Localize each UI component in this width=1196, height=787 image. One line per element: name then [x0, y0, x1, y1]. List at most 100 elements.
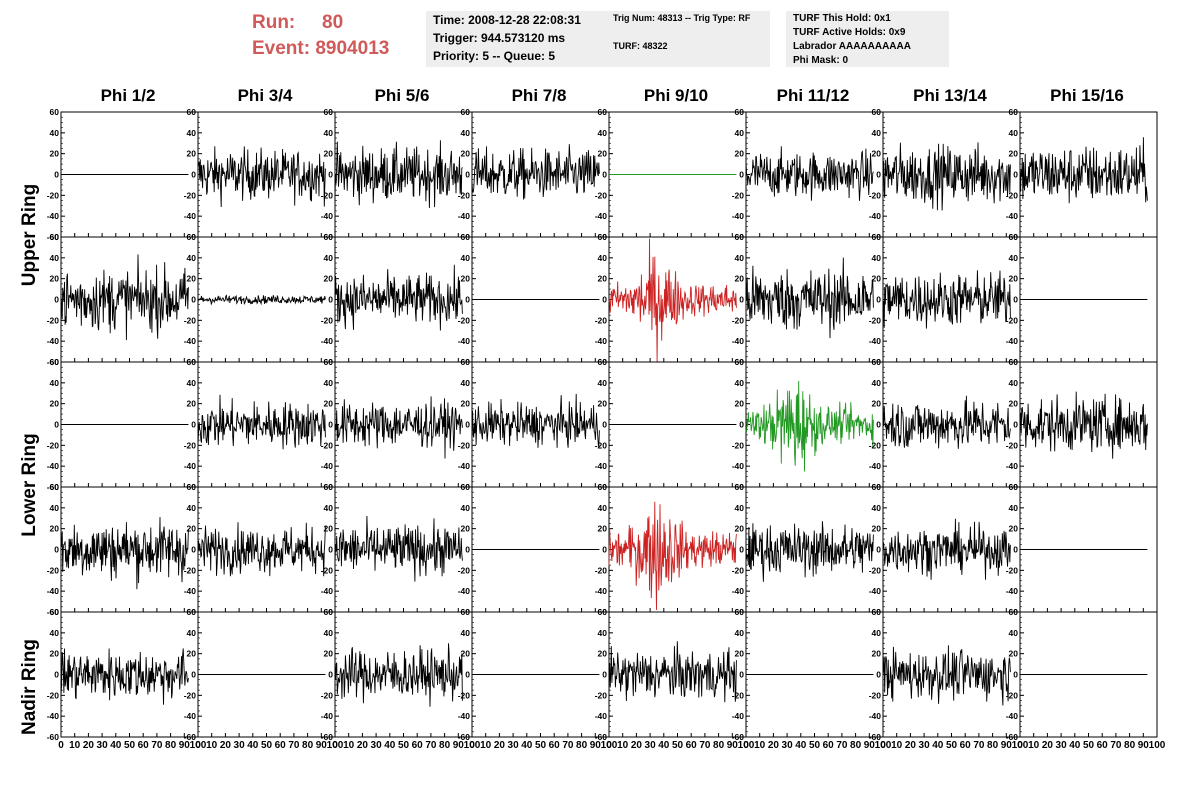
y-tick-label: -40 [732, 711, 745, 721]
x-tick-label: 40 [110, 740, 122, 751]
y-tick-label: 0 [328, 545, 333, 555]
y-tick-label: 20 [735, 274, 745, 284]
x-tick-label: 80 [302, 740, 314, 751]
y-tick-label: 40 [50, 378, 60, 388]
y-tick-label: 40 [324, 128, 334, 138]
y-tick-label: -40 [1006, 336, 1019, 346]
y-tick-label: 60 [187, 107, 197, 117]
event-label: Event: [252, 38, 311, 59]
column-header: Phi 15/16 [1050, 86, 1124, 105]
y-tick-label: -40 [869, 211, 882, 221]
y-tick-label: -20 [869, 315, 882, 325]
y-tick-label: -40 [869, 711, 882, 721]
y-tick-label: 20 [872, 149, 882, 159]
y-tick-label: 40 [735, 253, 745, 263]
y-tick-label: 0 [54, 420, 59, 430]
y-tick-label: 40 [872, 128, 882, 138]
y-tick-label: 0 [602, 170, 607, 180]
y-tick-label: -40 [47, 461, 60, 471]
y-tick-label: 60 [1009, 232, 1019, 242]
waveform-trace [882, 395, 1011, 449]
waveform-trace [197, 394, 326, 450]
x-tick-label: 40 [1069, 740, 1081, 751]
y-tick-label: -20 [458, 190, 471, 200]
x-tick-label: 80 [850, 740, 862, 751]
y-tick-label: 40 [1009, 628, 1019, 638]
y-tick-label: -60 [47, 482, 60, 492]
waveform-trace [1019, 137, 1148, 204]
y-tick-label: 0 [465, 170, 470, 180]
x-tick-label: 90 [316, 740, 328, 751]
x-tick-label: 90 [1138, 740, 1150, 751]
y-tick-label: 40 [461, 503, 471, 513]
waveform-trace [471, 393, 600, 448]
waveform-trace [608, 641, 737, 703]
x-tick-label: 20 [905, 740, 917, 751]
y-tick-label: -40 [458, 336, 471, 346]
y-tick-label: 40 [324, 503, 334, 513]
y-tick-label: -60 [1006, 732, 1019, 742]
x-tick-label: 60 [275, 740, 287, 751]
x-tick-label: 40 [247, 740, 259, 751]
y-tick-label: 20 [461, 274, 471, 284]
y-tick-label: -20 [869, 690, 882, 700]
x-tick-label: 30 [508, 740, 520, 751]
x-tick-label: 10 [206, 740, 218, 751]
x-tick-label: 0 [880, 740, 886, 751]
y-tick-label: 40 [872, 503, 882, 513]
y-tick-label: -40 [47, 336, 60, 346]
y-tick-label: 40 [598, 253, 608, 263]
y-tick-label: -40 [1006, 461, 1019, 471]
y-tick-label: 0 [876, 670, 881, 680]
y-tick-label: 40 [187, 628, 197, 638]
y-tick-label: 0 [739, 545, 744, 555]
x-tick-label: 80 [713, 740, 725, 751]
run-line: Run: 80 [252, 10, 389, 36]
y-tick-label: -20 [321, 440, 334, 450]
y-tick-label: 0 [54, 295, 59, 305]
y-tick-label: -40 [184, 336, 197, 346]
y-tick-label: 60 [324, 607, 334, 617]
y-tick-label: -20 [1006, 190, 1019, 200]
y-tick-label: 40 [735, 628, 745, 638]
y-tick-label: -40 [321, 461, 334, 471]
column-header: Phi 1/2 [100, 86, 156, 105]
y-tick-label: 0 [328, 295, 333, 305]
y-tick-label: -40 [321, 211, 334, 221]
y-tick-label: 60 [872, 107, 882, 117]
x-tick-label: 20 [83, 740, 95, 751]
x-tick-label: 20 [494, 740, 506, 751]
y-tick-label: 20 [598, 649, 608, 659]
waveform-trace [882, 142, 1011, 211]
x-tick-label: 60 [686, 740, 698, 751]
waveform-trace [60, 254, 189, 341]
y-tick-label: 20 [598, 524, 608, 534]
y-tick-label: -40 [184, 211, 197, 221]
x-tick-label: 0 [1017, 740, 1023, 751]
turf-info-box: TURF This Hold: 0x1 TURF Active Holds: 0… [786, 11, 949, 67]
waveform-trace [60, 648, 189, 705]
y-tick-label: -20 [869, 190, 882, 200]
y-tick-label: 60 [872, 607, 882, 617]
x-tick-label: 90 [453, 740, 465, 751]
x-tick-label: 90 [864, 740, 876, 751]
y-tick-label: 60 [187, 607, 197, 617]
y-tick-label: 60 [461, 482, 471, 492]
x-tick-label: 0 [332, 740, 338, 751]
x-tick-label: 90 [179, 740, 191, 751]
waveform-trace [1019, 391, 1148, 459]
y-tick-label: 20 [324, 399, 334, 409]
y-tick-label: -60 [47, 732, 60, 742]
x-tick-label: 30 [919, 740, 931, 751]
y-tick-label: 20 [50, 524, 60, 534]
y-tick-label: 40 [187, 503, 197, 513]
y-tick-label: 20 [187, 149, 197, 159]
y-tick-label: 0 [1013, 545, 1018, 555]
x-tick-label: 20 [768, 740, 780, 751]
y-tick-label: 60 [872, 232, 882, 242]
waveform-trace [745, 146, 874, 201]
y-tick-label: 40 [872, 253, 882, 263]
y-tick-label: -20 [595, 190, 608, 200]
y-tick-label: -20 [47, 440, 60, 450]
y-tick-label: 0 [602, 420, 607, 430]
